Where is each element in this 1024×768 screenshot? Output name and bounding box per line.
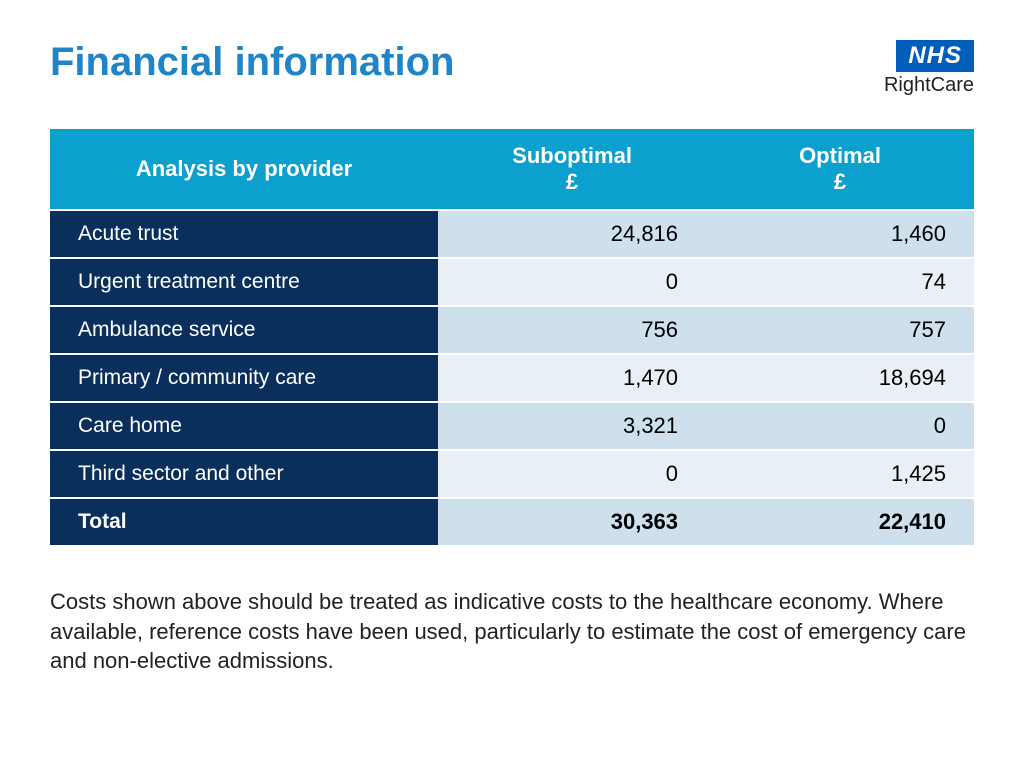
table-row: Primary / community care1,47018,694 (50, 355, 974, 401)
row-suboptimal: 0 (438, 451, 706, 497)
table-row: Acute trust24,8161,460 (50, 211, 974, 257)
row-suboptimal: 756 (438, 307, 706, 353)
col-header-2: Optimal£ (706, 129, 974, 209)
table-row: Care home3,3210 (50, 403, 974, 449)
table-row: Ambulance service756757 (50, 307, 974, 353)
row-label: Total (50, 499, 438, 545)
page-title: Financial information (50, 40, 454, 85)
row-optimal: 22,410 (706, 499, 974, 545)
row-optimal: 1,425 (706, 451, 974, 497)
table-row: Urgent treatment centre074 (50, 259, 974, 305)
row-label: Acute trust (50, 211, 438, 257)
col-header-0: Analysis by provider (50, 129, 438, 209)
nhs-logo: NHS RightCare (884, 40, 974, 97)
row-label: Ambulance service (50, 307, 438, 353)
row-suboptimal: 3,321 (438, 403, 706, 449)
col-header-1: Suboptimal£ (438, 129, 706, 209)
row-suboptimal: 24,816 (438, 211, 706, 257)
row-label: Urgent treatment centre (50, 259, 438, 305)
footnote-text: Costs shown above should be treated as i… (50, 587, 974, 676)
row-optimal: 1,460 (706, 211, 974, 257)
row-label: Primary / community care (50, 355, 438, 401)
row-optimal: 757 (706, 307, 974, 353)
table-row: Total30,36322,410 (50, 499, 974, 545)
table-body: Acute trust24,8161,460Urgent treatment c… (50, 211, 974, 545)
row-optimal: 74 (706, 259, 974, 305)
nhs-logo-badge: NHS (896, 40, 974, 72)
table-row: Third sector and other01,425 (50, 451, 974, 497)
row-optimal: 18,694 (706, 355, 974, 401)
header: Financial information NHS RightCare (50, 40, 974, 97)
row-suboptimal: 30,363 (438, 499, 706, 545)
row-label: Third sector and other (50, 451, 438, 497)
financial-table: Analysis by providerSuboptimal£Optimal£ … (50, 127, 974, 547)
table-header: Analysis by providerSuboptimal£Optimal£ (50, 129, 974, 209)
row-optimal: 0 (706, 403, 974, 449)
row-suboptimal: 1,470 (438, 355, 706, 401)
row-label: Care home (50, 403, 438, 449)
nhs-logo-subtext: RightCare (884, 74, 974, 97)
row-suboptimal: 0 (438, 259, 706, 305)
